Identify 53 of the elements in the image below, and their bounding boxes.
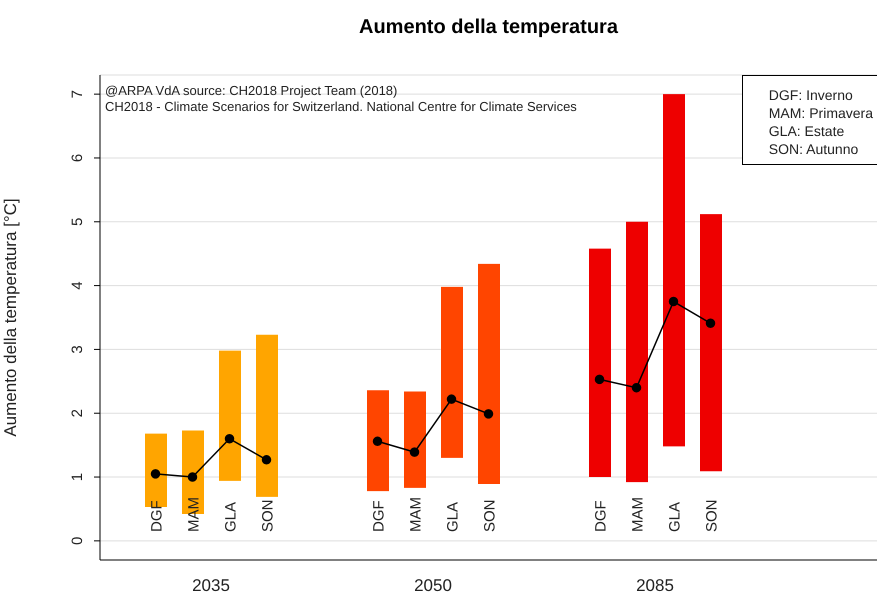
bar <box>441 286 463 458</box>
bar <box>626 222 648 482</box>
x-tick-label: SON <box>482 499 498 532</box>
point <box>262 455 272 465</box>
x-tick-label: GLA <box>666 502 684 532</box>
bar <box>404 392 426 488</box>
point <box>632 382 642 392</box>
x-tick-label: MAM <box>408 497 424 532</box>
text: 2035 <box>191 576 231 596</box>
point <box>594 374 604 384</box>
annotation: DGF: Inverno <box>768 86 854 104</box>
point <box>446 394 456 404</box>
x-tick-label: MAM <box>630 497 646 532</box>
y-tick-label: 0 <box>69 536 86 546</box>
point <box>668 296 678 306</box>
point <box>150 469 160 479</box>
text: 2050 <box>413 576 453 596</box>
bar <box>256 334 278 497</box>
text: 2085 <box>635 576 675 596</box>
x-tick-label: GLA <box>222 502 240 532</box>
bar <box>700 214 722 472</box>
x-tick-label: DGF <box>148 500 166 532</box>
x-tick-label: DGF <box>592 500 610 532</box>
bar <box>663 94 685 446</box>
x-tick-label: MAM <box>186 497 202 532</box>
annotation: SON: Autunno <box>768 140 860 158</box>
y-tick-label: 3 <box>69 345 86 354</box>
point <box>188 472 198 482</box>
point <box>372 436 382 446</box>
annotation: MAM: Primavera <box>768 104 873 122</box>
x-tick-label: DGF <box>370 500 388 532</box>
bar <box>478 264 500 484</box>
chart-title: Aumento della temperatura <box>358 16 620 39</box>
y-tick-label: 2 <box>69 409 86 418</box>
y-tick-label: 4 <box>69 281 86 290</box>
annotation: GLA: Estate <box>768 122 846 140</box>
point <box>224 434 234 444</box>
point <box>484 409 494 419</box>
bar <box>219 350 241 481</box>
y-tick-label: 5 <box>69 218 86 226</box>
annotation: CH2018 - Climate Scenarios for Switzerland. National Centre for Climate Services <box>105 99 577 115</box>
y-tick-label: 6 <box>69 154 86 162</box>
x-tick-label: SON <box>260 499 276 532</box>
bar <box>589 248 611 478</box>
x-tick-label: SON <box>704 499 720 532</box>
bar <box>367 390 389 492</box>
annotation: @ARPA VdA source: CH2018 Project Team (2018) <box>105 83 398 99</box>
y-axis-title: Aumento della temperatura [°C] <box>1 198 20 437</box>
point <box>706 318 716 328</box>
x-tick-label: GLA <box>444 502 462 532</box>
y-tick-label: 1 <box>69 472 86 482</box>
point <box>410 447 420 457</box>
y-tick-label: 7 <box>69 90 86 98</box>
